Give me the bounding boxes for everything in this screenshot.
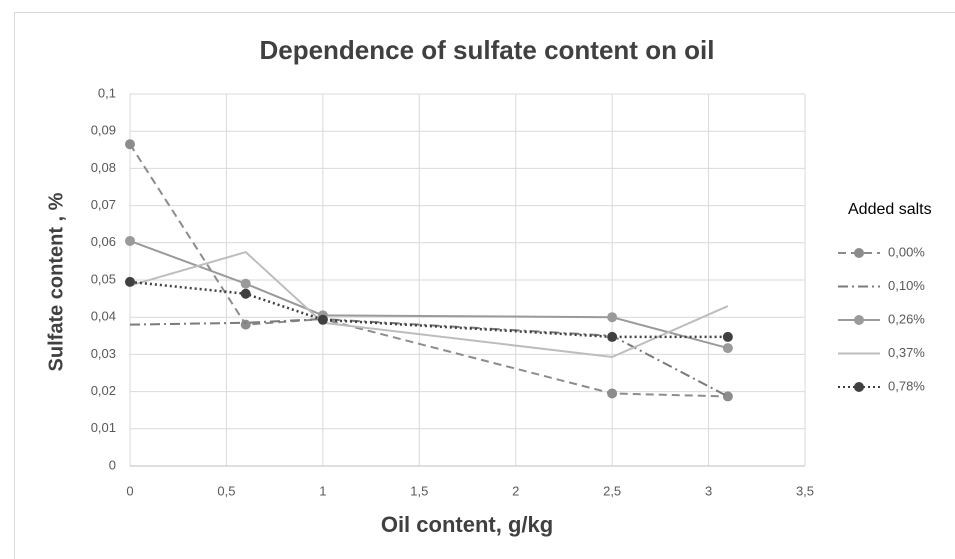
legend-marker [854, 382, 864, 392]
data-point [125, 276, 135, 287]
y-tick-label: 0,04 [91, 309, 116, 324]
x-tick-label: 3,5 [796, 483, 814, 498]
data-point [125, 235, 135, 246]
x-tick-label: 3 [705, 483, 712, 498]
data-point [607, 331, 618, 342]
data-point [607, 312, 618, 323]
y-tick-label: 0,09 [91, 123, 116, 138]
data-point [722, 391, 733, 402]
data-point [317, 314, 328, 325]
series-line [129, 143, 728, 398]
y-tick-label: 0,01 [91, 420, 116, 435]
series-line [129, 280, 728, 339]
x-tick-label: 1,5 [410, 483, 428, 498]
chart-title: Dependence of sulfate content on oil [259, 35, 714, 65]
legend-label: 0,00% [888, 244, 925, 259]
y-tick-label: 0,06 [91, 234, 116, 249]
legend-label: 0,26% [888, 311, 925, 326]
legend-label: 0,37% [888, 345, 925, 360]
y-tick-label: 0,03 [91, 346, 116, 361]
y-tick-label: 0,02 [91, 383, 116, 398]
data-point [125, 139, 135, 150]
data-point [240, 278, 251, 289]
legend-marker [854, 248, 864, 258]
data-point [722, 343, 733, 354]
data-point [240, 319, 251, 330]
data-point [722, 331, 733, 342]
legend-label: 0,10% [888, 278, 925, 293]
chart-frame [14, 12, 955, 559]
y-tick-label: 0,05 [91, 271, 116, 286]
x-tick-label: 2,5 [603, 483, 621, 498]
series-line [129, 250, 729, 359]
y-tick-label: 0,08 [91, 160, 116, 175]
data-point [240, 288, 251, 299]
series-line [129, 318, 729, 398]
legend-title: Added salts [848, 201, 932, 218]
series-line [129, 240, 729, 350]
y-tick-label: 0,1 [98, 85, 116, 100]
y-tick-label: 0,07 [91, 197, 116, 212]
x-tick-label: 0,5 [217, 483, 235, 498]
x-tick-label: 2 [512, 483, 519, 498]
y-axis-label: Sulfate content , % [45, 192, 67, 371]
y-tick-label: 0 [109, 457, 116, 472]
x-tick-label: 0 [126, 483, 133, 498]
legend-marker [854, 315, 864, 325]
x-axis-label: Oil content, g/kg [381, 512, 553, 537]
data-point [607, 388, 618, 399]
legend-label: 0,78% [888, 378, 925, 393]
x-tick-label: 1 [319, 483, 326, 498]
